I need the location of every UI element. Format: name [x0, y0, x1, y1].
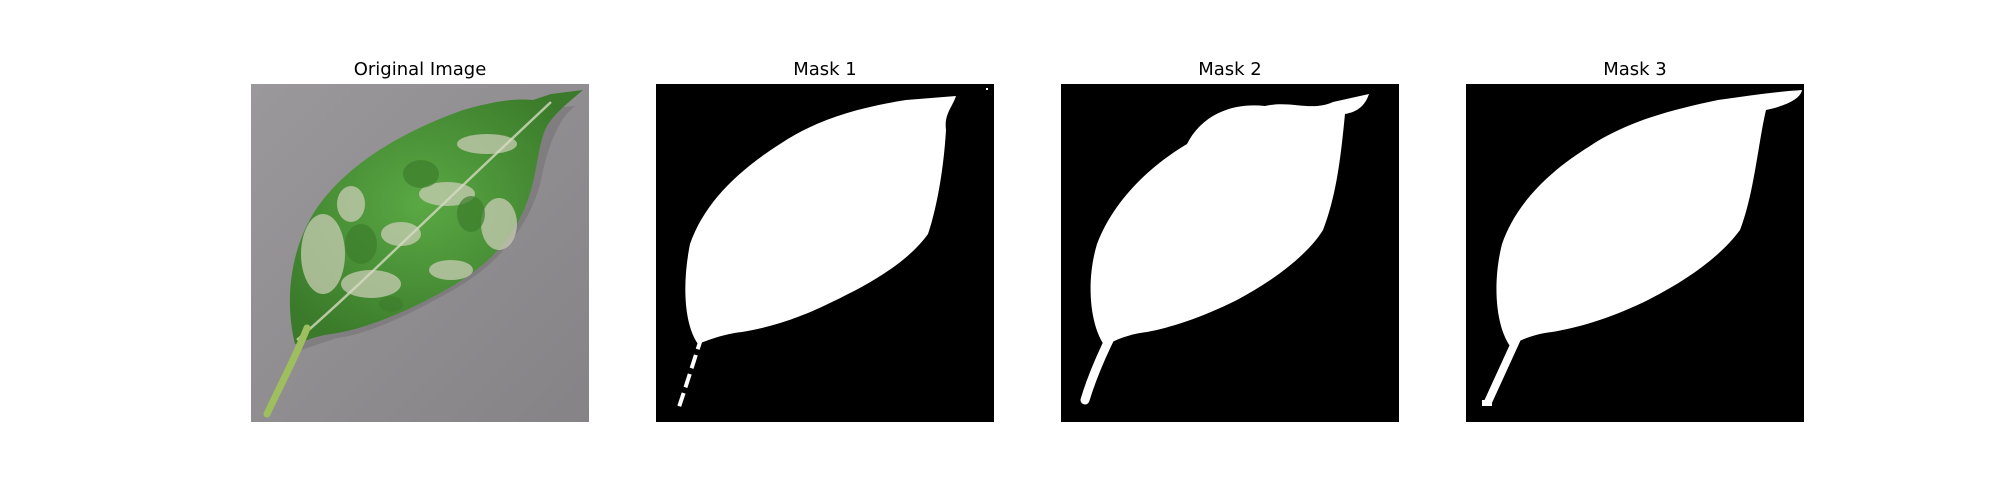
- panel-mask-2: Mask 2: [1061, 58, 1399, 422]
- mask-leaf-region: [1496, 90, 1802, 346]
- panel-title: Mask 3: [1603, 59, 1667, 80]
- segmentation-mask-3: [1466, 84, 1804, 422]
- segmentation-mask-2: [1061, 84, 1399, 422]
- mask-stem-tip: [1482, 400, 1492, 406]
- panel-title: Mask 2: [1198, 59, 1262, 80]
- panel-title: Mask 1: [793, 59, 857, 80]
- segmentation-mask-1: [656, 84, 994, 422]
- leaf-dark-spots: [345, 160, 485, 312]
- mask-stem-region: [1080, 327, 1118, 405]
- panel-mask-1: Mask 1: [656, 58, 994, 422]
- panel-original-image: Original Image: [251, 58, 589, 422]
- leaf-photo: [251, 84, 589, 422]
- mask-stem-region: [1484, 328, 1524, 406]
- blight-patches: [301, 134, 517, 298]
- mask-speck: [986, 88, 988, 90]
- leaf-stem: [263, 324, 311, 418]
- mask-leaf-region: [1090, 94, 1369, 346]
- panel-title: Original Image: [353, 59, 487, 80]
- mask-stem-region: [676, 335, 704, 411]
- mask-leaf-region: [685, 96, 956, 344]
- leaf-midrib: [296, 101, 552, 341]
- panel-mask-3: Mask 3: [1466, 58, 1804, 422]
